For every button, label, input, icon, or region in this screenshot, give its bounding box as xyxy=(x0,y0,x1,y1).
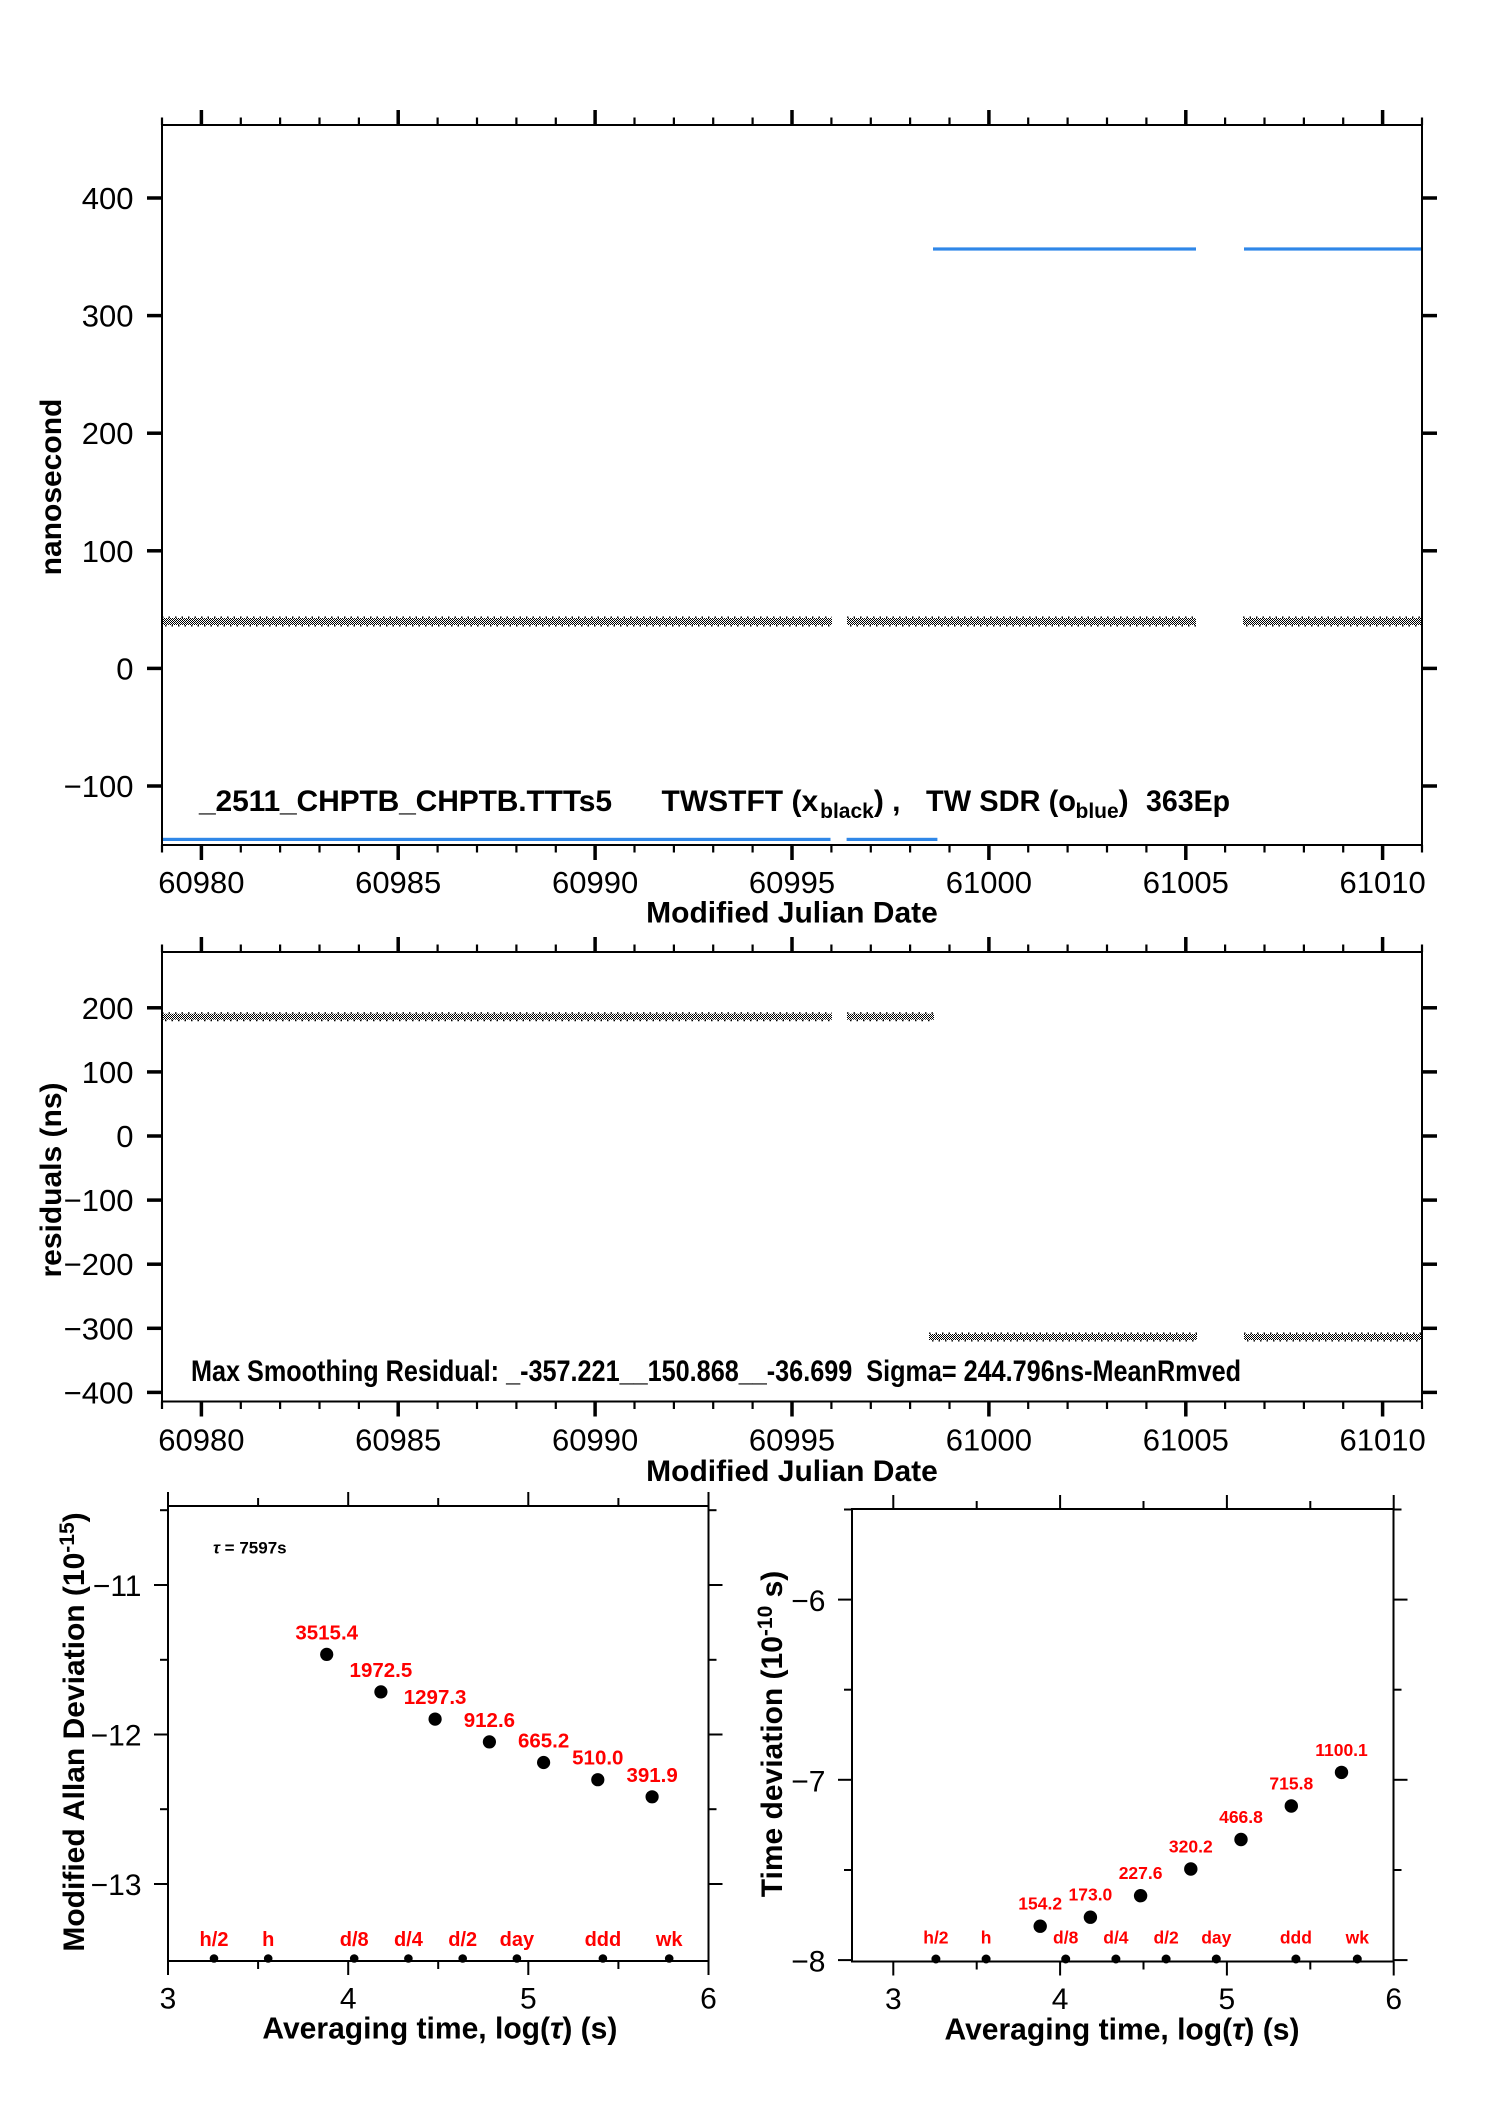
svg-text:60985: 60985 xyxy=(355,1423,441,1458)
svg-text:blue): blue) xyxy=(1076,785,1129,823)
svg-text:61010: 61010 xyxy=(1339,1423,1425,1458)
svg-text:6: 6 xyxy=(700,1983,717,2016)
svg-text:912.6: 912.6 xyxy=(464,1709,515,1732)
svg-text:d/4: d/4 xyxy=(1103,1928,1129,1948)
svg-text:Modified Julian Date: Modified Julian Date xyxy=(646,1455,938,1488)
svg-text:61005: 61005 xyxy=(1143,1423,1229,1458)
svg-text:60990: 60990 xyxy=(552,1423,638,1458)
svg-text:60980: 60980 xyxy=(158,865,244,900)
svg-text:−13: −13 xyxy=(91,1869,142,1902)
svg-text:60995: 60995 xyxy=(749,1423,835,1458)
svg-text:320.2: 320.2 xyxy=(1169,1837,1213,1857)
svg-text:ddd: ddd xyxy=(585,1929,622,1951)
svg-text:61000: 61000 xyxy=(946,1423,1032,1458)
svg-text:60980: 60980 xyxy=(158,1423,244,1458)
svg-text:61005: 61005 xyxy=(1143,865,1229,900)
svg-text:residuals (ns): residuals (ns) xyxy=(35,1082,68,1277)
svg-text:day: day xyxy=(500,1929,535,1951)
svg-text:−300: −300 xyxy=(64,1311,134,1346)
svg-text:Modified Julian Date: Modified Julian Date xyxy=(646,897,938,930)
svg-text:ddd: ddd xyxy=(1280,1928,1312,1948)
svg-text:−7: −7 xyxy=(791,1765,825,1798)
svg-text:300: 300 xyxy=(82,299,134,334)
svg-text:60990: 60990 xyxy=(552,865,638,900)
svg-text:day: day xyxy=(1201,1928,1231,1948)
svg-text:−200: −200 xyxy=(64,1247,134,1282)
svg-text:h: h xyxy=(262,1929,274,1951)
svg-text:−12: −12 xyxy=(91,1720,142,1753)
svg-text:d/8: d/8 xyxy=(1053,1928,1079,1948)
svg-text:−8: −8 xyxy=(791,1946,825,1979)
svg-text:665.2: 665.2 xyxy=(518,1730,569,1753)
svg-text:h/2: h/2 xyxy=(923,1928,949,1948)
svg-text:τ = 7597s: τ = 7597s xyxy=(213,1539,287,1558)
svg-text:400: 400 xyxy=(82,181,134,216)
svg-text:−400: −400 xyxy=(64,1375,134,1410)
svg-text:61010: 61010 xyxy=(1339,865,1425,900)
svg-text:61000: 61000 xyxy=(946,865,1032,900)
svg-text:0: 0 xyxy=(116,1119,133,1154)
svg-text:391.9: 391.9 xyxy=(626,1764,677,1787)
svg-text:715.8: 715.8 xyxy=(1269,1774,1313,1794)
svg-text:Averaging time, log(τ) (s): Averaging time, log(τ) (s) xyxy=(262,2011,617,2046)
svg-text:_2511_CHPTB_CHPTB.TTTs5: _2511_CHPTB_CHPTB.TTTs5 xyxy=(198,785,612,818)
svg-text:200: 200 xyxy=(82,991,134,1026)
svg-text:Modified Allan Deviation (10-1: Modified Allan Deviation (10-15) xyxy=(56,1512,91,1951)
svg-text:60985: 60985 xyxy=(355,865,441,900)
svg-text:Max Smoothing Residual: _-357.: Max Smoothing Residual: _-357.221__150.8… xyxy=(191,1355,1241,1388)
svg-text:TW SDR (o: TW SDR (o xyxy=(926,785,1076,818)
svg-text:d/8: d/8 xyxy=(340,1929,369,1951)
svg-text:227.6: 227.6 xyxy=(1119,1863,1163,1883)
svg-text:1297.3: 1297.3 xyxy=(404,1686,467,1709)
svg-text:−11: −11 xyxy=(93,1570,142,1603)
svg-text:100: 100 xyxy=(82,534,134,569)
svg-text:4: 4 xyxy=(1052,1983,1069,2016)
svg-text:5: 5 xyxy=(520,1983,537,2016)
svg-text:0: 0 xyxy=(116,651,133,686)
svg-text:200: 200 xyxy=(82,416,134,451)
svg-text:154.2: 154.2 xyxy=(1018,1894,1062,1914)
svg-text:6: 6 xyxy=(1385,1983,1402,2016)
svg-text:100: 100 xyxy=(82,1055,134,1090)
svg-text:d/2: d/2 xyxy=(1153,1928,1179,1948)
svg-text:1100.1: 1100.1 xyxy=(1315,1740,1368,1760)
svg-text:nanosecond: nanosecond xyxy=(35,399,68,576)
svg-text:−100: −100 xyxy=(64,769,134,804)
svg-text:5: 5 xyxy=(1219,1983,1236,2016)
svg-text:3: 3 xyxy=(160,1983,177,2016)
svg-text:4: 4 xyxy=(340,1983,357,2016)
svg-text:466.8: 466.8 xyxy=(1219,1807,1263,1827)
svg-text:−6: −6 xyxy=(791,1585,825,1618)
svg-text:1972.5: 1972.5 xyxy=(350,1659,413,1682)
svg-text:h: h xyxy=(981,1928,992,1948)
svg-text:Averaging time, log(τ) (s): Averaging time, log(τ) (s) xyxy=(945,2012,1300,2047)
svg-text:h/2: h/2 xyxy=(200,1929,229,1951)
svg-text:d/2: d/2 xyxy=(448,1929,477,1951)
svg-text:wk: wk xyxy=(1345,1928,1370,1948)
svg-text:wk: wk xyxy=(655,1929,684,1951)
svg-text:60995: 60995 xyxy=(749,865,835,900)
svg-text:363Ep: 363Ep xyxy=(1146,785,1230,818)
svg-text:173.0: 173.0 xyxy=(1069,1885,1113,1905)
svg-text:d/4: d/4 xyxy=(394,1929,424,1951)
svg-text:3: 3 xyxy=(885,1983,902,2016)
svg-text:−100: −100 xyxy=(64,1183,134,1218)
svg-text:3515.4: 3515.4 xyxy=(295,1621,358,1644)
svg-text:510.0: 510.0 xyxy=(572,1747,623,1770)
